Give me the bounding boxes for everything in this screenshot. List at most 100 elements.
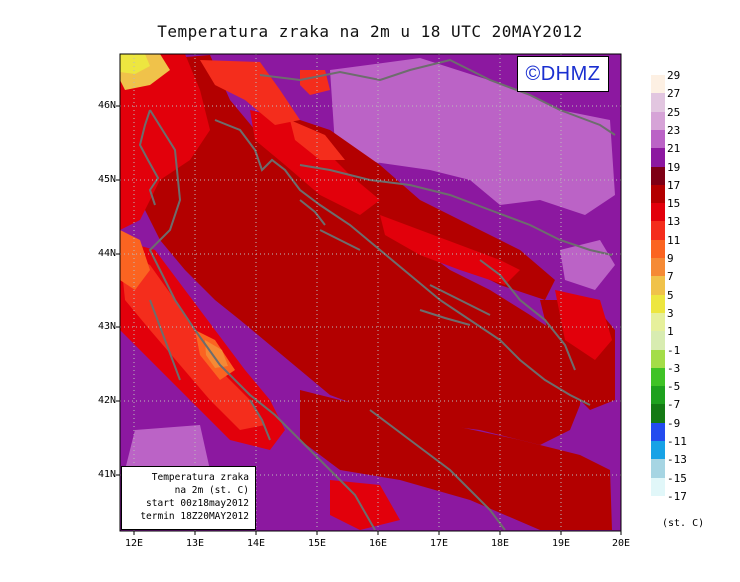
legend-swatch-7: [651, 276, 665, 296]
lon-label-14e: 14E: [246, 538, 266, 549]
legend-swatch-3: [651, 312, 665, 332]
legend-swatch-17: [651, 184, 665, 204]
legend-label-27: 27: [667, 87, 681, 101]
legend-label--1: -1: [667, 343, 681, 357]
lat-label-43n: 43N: [97, 321, 116, 332]
field-16c-montenegro: [555, 290, 612, 360]
legend-swatch-25: [651, 111, 665, 131]
lat-label-44n: 44N: [97, 248, 116, 259]
legend-swatch-1: [651, 331, 665, 350]
legend-label-5: 5: [667, 288, 674, 302]
legend-swatch--15: [651, 477, 665, 497]
legend-label-11: 11: [667, 233, 681, 247]
info-line-start: start 00z18may2012: [146, 498, 249, 509]
legend-swatch--7: [651, 404, 665, 424]
legend-label-15: 15: [667, 197, 681, 211]
field-10c-west: [120, 230, 150, 290]
legend-label--11: -11: [667, 435, 687, 448]
legend-label-1: 1: [667, 325, 674, 339]
field-18c-adriatic: [128, 55, 585, 445]
legend-swatch-15: [651, 203, 665, 222]
field-8c-gran-sasso: [205, 340, 228, 368]
croatian-coast: [214, 119, 591, 406]
legend-swatch--1: [651, 349, 665, 369]
legend-label-19: 19: [667, 160, 681, 174]
lat-label-46n: 46N: [97, 100, 116, 111]
legend-label-21: 21: [667, 142, 681, 156]
legend-swatch-21: [651, 148, 665, 167]
info-line-variable: Temperatura zraka: [151, 472, 249, 483]
info-line-level: na 2m (st. C): [174, 485, 249, 496]
temperature-field: [120, 54, 621, 531]
lon-label-15e: 15E: [307, 538, 327, 549]
field-16c-southsea: [330, 480, 400, 530]
lon-label-13e: 13E: [185, 538, 205, 549]
field-16c-kvarner: [250, 110, 380, 215]
plot-frame: [119, 53, 622, 532]
legend-swatch--5: [651, 386, 665, 405]
legend-swatch-19: [651, 166, 665, 186]
legend-label-29: 29: [667, 69, 681, 82]
lon-label-16e: 16E: [368, 538, 388, 549]
legend-swatch-27: [651, 93, 665, 113]
croatia-border: [299, 164, 613, 256]
legend-swatch--3: [651, 367, 665, 387]
legend-label--17: -17: [667, 489, 687, 503]
legend-swatch--17: [651, 495, 665, 515]
field-14c-alps: [200, 60, 300, 125]
field-23c-pannonia: [330, 58, 615, 215]
legend-label-9: 9: [667, 252, 674, 265]
copyright-label: ©DHMZ: [517, 56, 609, 92]
lon-label-20e: 20E: [611, 538, 631, 549]
info-line-valid: termin 18Z20MAY2012: [140, 511, 249, 522]
legend-swatch--9: [651, 422, 665, 442]
legend-label--13: -13: [667, 453, 687, 467]
legend-swatch-9: [651, 258, 665, 277]
legend-label--5: -5: [667, 380, 681, 394]
albania-coast: [369, 409, 506, 531]
field-14c-apennines: [120, 250, 265, 430]
bosnia-border: [479, 259, 576, 371]
field-16c-italy-north: [120, 54, 210, 230]
legend-swatch-23: [651, 129, 665, 149]
legend-swatch-13: [651, 221, 665, 241]
field-18c-south: [300, 390, 612, 530]
northern-border: [259, 58, 616, 136]
field-16c-dalmatia: [380, 215, 520, 285]
legend-label--7: -7: [667, 398, 681, 412]
map-title: Temperatura zraka na 2m u 18 UTC 20MAY20…: [157, 22, 583, 41]
legend-swatch--11: [651, 441, 665, 460]
legend-label-7: 7: [667, 270, 674, 284]
lat-label-41n: 41N: [97, 469, 116, 480]
po-delta-coast: [138, 109, 160, 206]
lon-label-18e: 18E: [490, 538, 510, 549]
legend-label-25: 25: [667, 105, 681, 119]
legend-swatch--13: [651, 459, 665, 479]
field-14c-velebit: [290, 120, 345, 160]
island-brac: [429, 284, 491, 316]
legend-swatch-11: [651, 239, 665, 259]
legend-label-23: 23: [667, 123, 681, 137]
info-box: Temperatura zraka na 2m (st. C) start 00…: [121, 466, 256, 530]
coastlines: [138, 58, 616, 531]
legend-unit: (st. C): [662, 518, 705, 529]
axis-ticks: [116, 105, 622, 535]
legend-label-13: 13: [667, 215, 681, 229]
lon-label-12e: 12E: [124, 538, 144, 549]
legend-label--3: -3: [667, 361, 681, 375]
gargano-coast: [249, 399, 271, 441]
island-pag: [299, 199, 326, 226]
lon-label-17e: 17E: [429, 538, 449, 549]
apennine-ridge: [149, 299, 181, 381]
legend-label-3: 3: [667, 306, 674, 320]
lat-label-42n: 42N: [97, 395, 116, 406]
island-dugi: [319, 229, 361, 251]
legend-label--9: -9: [667, 416, 681, 430]
field-4c-alps-peak: [120, 54, 150, 74]
legend-swatch-29: [651, 75, 665, 94]
legend-label--15: -15: [667, 471, 687, 485]
lat-label-45n: 45N: [97, 174, 116, 185]
legend-label-17: 17: [667, 178, 681, 192]
island-hvar: [419, 309, 471, 326]
